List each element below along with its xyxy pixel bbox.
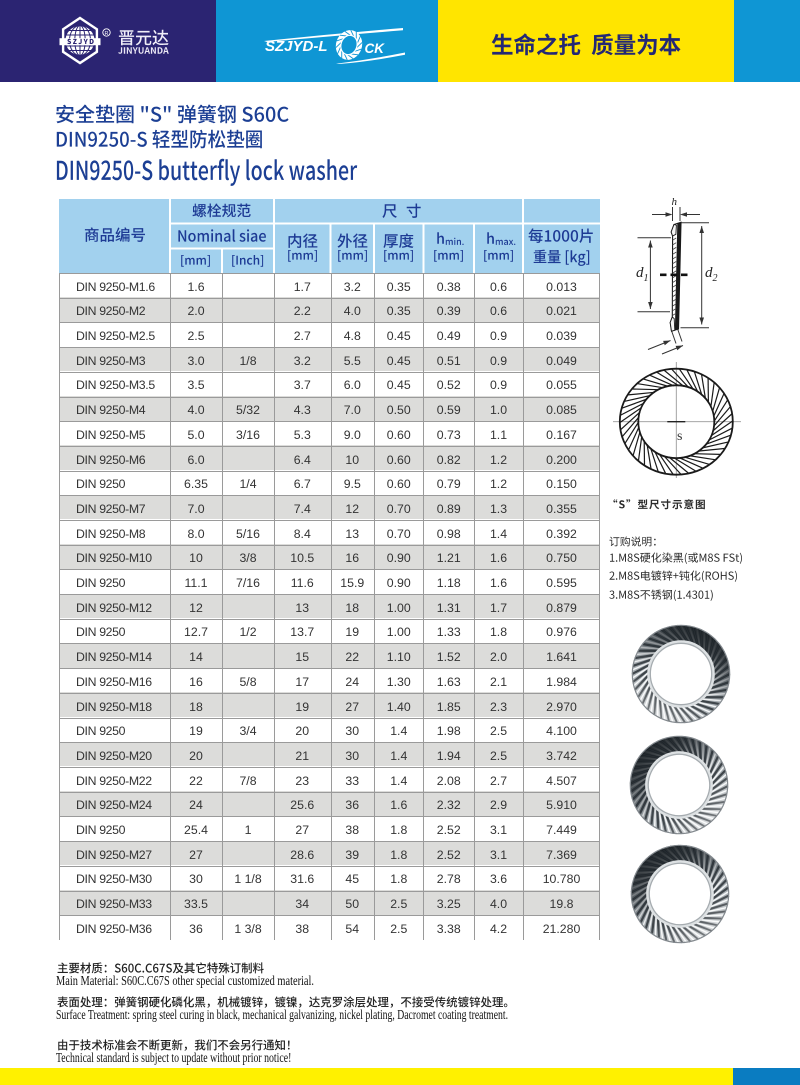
svg-text:R: R xyxy=(105,31,109,37)
